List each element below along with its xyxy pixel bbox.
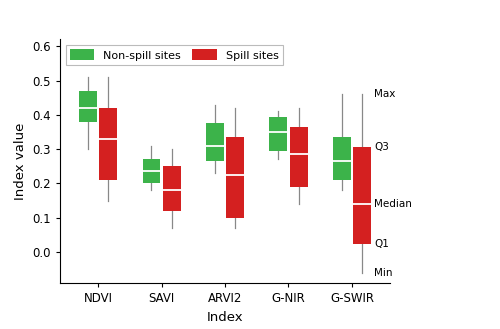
Legend: Non-spill sites, Spill sites: Non-spill sites, Spill sites: [66, 45, 283, 65]
Text: Q3: Q3: [374, 142, 389, 153]
Bar: [270, 117, 287, 151]
Bar: [333, 137, 350, 180]
Bar: [142, 160, 160, 184]
Bar: [226, 137, 244, 218]
Text: Q1: Q1: [374, 239, 389, 248]
Text: Median: Median: [374, 199, 412, 209]
Text: Max: Max: [374, 89, 396, 99]
Bar: [353, 147, 371, 243]
Bar: [290, 127, 308, 187]
Bar: [206, 123, 224, 161]
Bar: [163, 166, 180, 211]
Bar: [100, 108, 117, 180]
Y-axis label: Index value: Index value: [14, 122, 27, 200]
X-axis label: Index: Index: [206, 311, 244, 323]
Bar: [79, 91, 97, 122]
Text: Min: Min: [374, 268, 392, 278]
